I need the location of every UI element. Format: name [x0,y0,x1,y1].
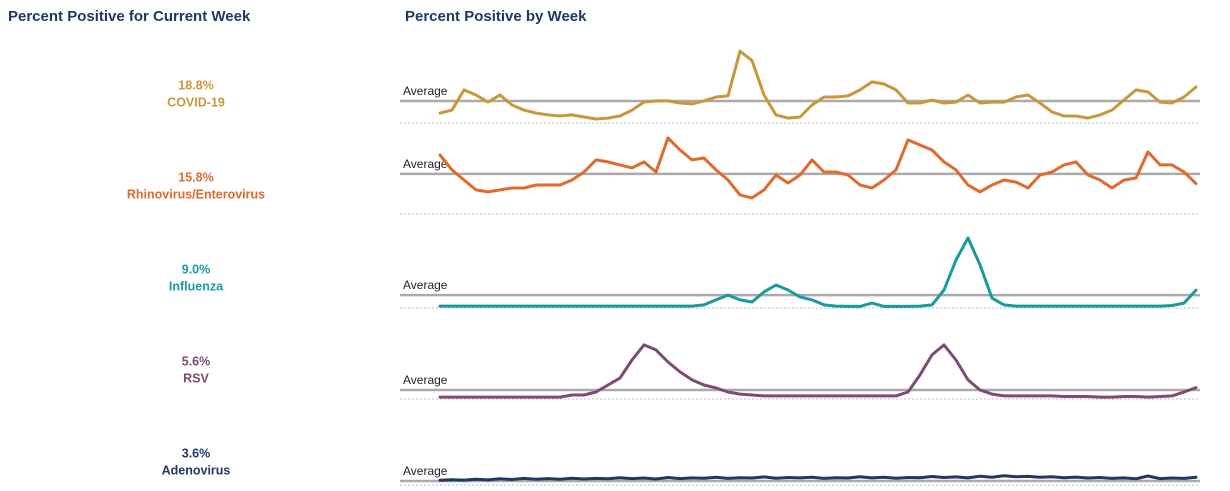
virus-name: RSV [183,371,209,385]
left-title: Percent Positive for Current Week [8,8,251,25]
average-label: Average [403,464,448,478]
average-label: Average [403,84,448,98]
virus-name: COVID-19 [167,95,225,109]
current-value: 15.8% [178,170,213,184]
current-value: 18.8% [178,78,213,92]
average-label: Average [403,157,448,171]
right-title: Percent Positive by Week [405,8,587,25]
trend-line [438,474,1198,482]
virus-name: Adenovirus [162,463,231,477]
current-value: 3.6% [182,446,211,460]
virus-name: Influenza [169,279,224,293]
virus-name: Rhinovirus/Enterovirus [127,187,265,201]
trend-line [438,236,1198,308]
average-label: Average [403,278,448,292]
current-value: 9.0% [182,262,211,276]
current-value: 5.6% [182,354,211,368]
average-label: Average [403,373,448,387]
trend-line [438,49,1198,121]
trend-line [438,343,1198,399]
trend-line [438,136,1198,200]
